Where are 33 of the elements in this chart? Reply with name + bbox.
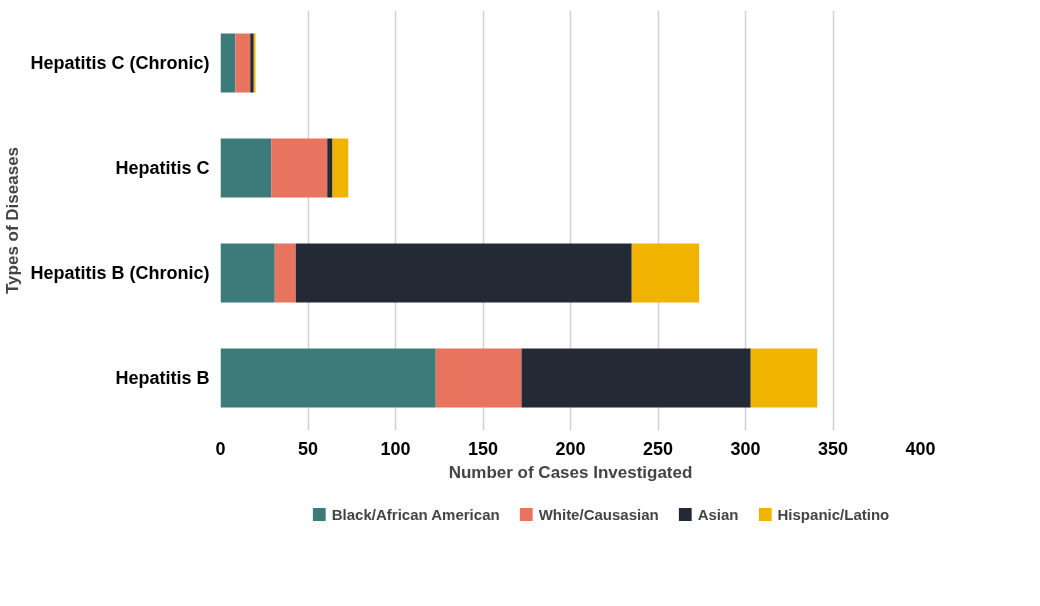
y-tick-label: Hepatitis B (Chronic)	[30, 263, 210, 283]
bar	[271, 138, 328, 198]
x-axis-title: Number of Cases Investigated	[448, 462, 693, 482]
x-tick-label: 400	[905, 438, 936, 459]
bar	[332, 138, 349, 198]
bar	[220, 138, 272, 198]
y-tick-label: Hepatitis C	[115, 158, 210, 178]
legend-label: Hispanic/Latino	[777, 504, 890, 524]
bar	[521, 348, 751, 408]
x-tick-label: 200	[555, 438, 586, 459]
x-tick-label: 250	[642, 438, 674, 459]
legend-label: Black/African American	[331, 504, 500, 524]
bar	[235, 33, 251, 93]
x-tick-label: 0	[215, 438, 226, 459]
bar	[631, 243, 700, 303]
bar	[295, 243, 632, 303]
bar	[274, 243, 296, 303]
x-tick-label: 300	[730, 438, 761, 459]
bar	[750, 348, 818, 408]
bar	[435, 348, 522, 408]
bar	[220, 243, 275, 303]
bar	[220, 348, 436, 408]
bar	[327, 138, 333, 198]
x-tick-label: 100	[380, 438, 411, 459]
x-tick-label: 150	[467, 438, 499, 459]
y-tick-label: Hepatitis B	[115, 368, 210, 388]
legend-label: Asian	[697, 504, 739, 524]
x-tick-label: 50	[297, 438, 319, 459]
bar	[220, 33, 236, 93]
x-tick-label: 350	[817, 438, 849, 459]
y-tick-label: Hepatitis C (Chronic)	[30, 53, 210, 73]
y-axis-title: Types of Diseases	[3, 146, 23, 295]
legend-label: White/Causasian	[538, 504, 659, 524]
